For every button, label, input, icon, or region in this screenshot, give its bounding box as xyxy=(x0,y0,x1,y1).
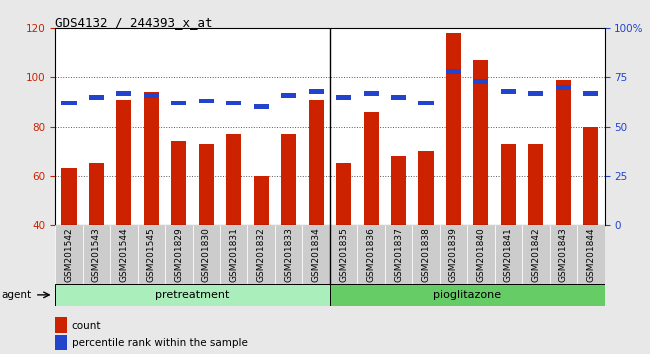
FancyBboxPatch shape xyxy=(550,225,577,285)
Bar xyxy=(556,85,571,90)
Text: GSM201835: GSM201835 xyxy=(339,227,348,282)
FancyBboxPatch shape xyxy=(111,225,138,285)
Text: GSM201841: GSM201841 xyxy=(504,228,513,282)
Text: GSM201842: GSM201842 xyxy=(531,228,540,282)
Bar xyxy=(446,69,461,74)
Bar xyxy=(116,99,131,225)
Bar xyxy=(336,164,351,225)
Bar xyxy=(556,80,571,225)
FancyBboxPatch shape xyxy=(165,225,192,285)
Bar xyxy=(391,156,406,225)
FancyBboxPatch shape xyxy=(192,225,220,285)
Bar xyxy=(254,176,268,225)
Bar xyxy=(116,91,131,96)
Bar xyxy=(89,164,104,225)
Text: GSM201829: GSM201829 xyxy=(174,228,183,282)
Bar xyxy=(336,95,351,99)
Bar xyxy=(583,126,598,225)
FancyBboxPatch shape xyxy=(522,225,550,285)
Bar xyxy=(528,91,543,96)
Text: GSM201838: GSM201838 xyxy=(421,227,430,282)
FancyBboxPatch shape xyxy=(138,225,165,285)
Text: GSM201834: GSM201834 xyxy=(311,228,320,282)
Bar xyxy=(583,91,598,96)
FancyBboxPatch shape xyxy=(495,225,522,285)
Text: GSM201844: GSM201844 xyxy=(586,228,595,282)
FancyBboxPatch shape xyxy=(275,225,302,285)
Text: GSM201830: GSM201830 xyxy=(202,227,211,282)
Text: GSM201542: GSM201542 xyxy=(64,228,73,282)
FancyBboxPatch shape xyxy=(83,225,110,285)
FancyBboxPatch shape xyxy=(577,225,605,285)
FancyBboxPatch shape xyxy=(330,225,358,285)
FancyBboxPatch shape xyxy=(330,284,604,306)
Text: GSM201839: GSM201839 xyxy=(449,227,458,282)
Text: pioglitazone: pioglitazone xyxy=(433,290,501,300)
FancyBboxPatch shape xyxy=(467,225,495,285)
Bar xyxy=(226,101,241,105)
Bar xyxy=(199,98,214,103)
Text: GSM201843: GSM201843 xyxy=(559,228,568,282)
FancyBboxPatch shape xyxy=(358,225,385,285)
FancyBboxPatch shape xyxy=(55,284,330,306)
Bar xyxy=(391,95,406,99)
FancyBboxPatch shape xyxy=(412,225,439,285)
Text: GSM201544: GSM201544 xyxy=(120,228,129,282)
Bar xyxy=(226,134,241,225)
Bar xyxy=(281,134,296,225)
Text: GSM201831: GSM201831 xyxy=(229,227,239,282)
FancyBboxPatch shape xyxy=(302,225,330,285)
Text: GSM201833: GSM201833 xyxy=(284,227,293,282)
Bar xyxy=(62,101,77,105)
FancyBboxPatch shape xyxy=(439,225,467,285)
Text: pretreatment: pretreatment xyxy=(155,290,229,300)
Bar xyxy=(172,101,187,105)
Bar xyxy=(199,144,214,225)
Bar xyxy=(89,95,104,99)
Text: GSM201840: GSM201840 xyxy=(476,228,486,282)
FancyBboxPatch shape xyxy=(220,225,248,285)
Bar xyxy=(144,93,159,98)
Bar xyxy=(254,104,268,109)
Bar xyxy=(528,144,543,225)
Bar xyxy=(419,101,434,105)
Bar xyxy=(473,79,488,84)
Bar xyxy=(62,168,77,225)
Bar xyxy=(501,144,516,225)
Bar xyxy=(363,112,378,225)
Text: count: count xyxy=(72,321,101,331)
Text: GSM201836: GSM201836 xyxy=(367,227,376,282)
Text: GSM201832: GSM201832 xyxy=(257,228,266,282)
Bar xyxy=(501,89,516,94)
Text: percentile rank within the sample: percentile rank within the sample xyxy=(72,338,248,348)
Text: GSM201543: GSM201543 xyxy=(92,228,101,282)
Text: GDS4132 / 244393_x_at: GDS4132 / 244393_x_at xyxy=(55,16,213,29)
FancyBboxPatch shape xyxy=(55,225,83,285)
Bar xyxy=(144,92,159,225)
Bar xyxy=(446,33,461,225)
Bar xyxy=(309,89,324,94)
Text: GSM201545: GSM201545 xyxy=(147,228,156,282)
Bar xyxy=(363,91,378,96)
Bar xyxy=(281,93,296,98)
Bar xyxy=(419,151,434,225)
Bar xyxy=(172,141,187,225)
Bar xyxy=(473,60,488,225)
Text: GSM201837: GSM201837 xyxy=(394,227,403,282)
FancyBboxPatch shape xyxy=(248,225,275,285)
FancyBboxPatch shape xyxy=(385,225,412,285)
Bar xyxy=(309,99,324,225)
Text: agent: agent xyxy=(1,290,31,300)
